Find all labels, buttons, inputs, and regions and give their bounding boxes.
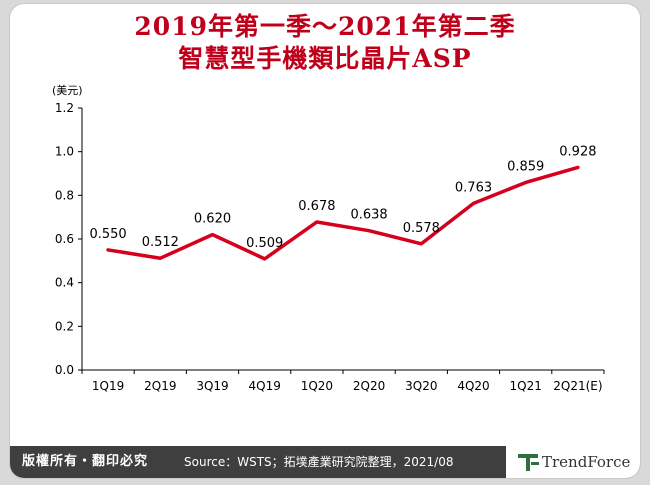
- source-text: Source：WSTS；拓墣產業研究院整理，2021/08: [184, 455, 454, 469]
- x-tick-label: 3Q20: [405, 379, 437, 393]
- y-tick-label: 0.8: [55, 188, 74, 202]
- data-label: 0.578: [403, 221, 440, 236]
- data-label: 0.550: [89, 227, 126, 242]
- data-label: 0.509: [246, 236, 283, 251]
- x-tick-label: 1Q19: [92, 379, 124, 393]
- data-label: 0.638: [350, 208, 387, 223]
- x-tick-label: 4Q20: [457, 379, 489, 393]
- data-point: [419, 242, 423, 246]
- y-tick-label: 1.2: [55, 101, 74, 115]
- chart-title-line2: 智慧型手機類比晶片ASP: [178, 44, 472, 73]
- data-label: 0.859: [507, 159, 544, 174]
- data-label: 0.763: [455, 180, 492, 195]
- brand-name: TrendForce: [542, 453, 631, 471]
- x-tick-label: 1Q21: [510, 379, 542, 393]
- y-tick-label: 0.0: [55, 363, 74, 377]
- x-tick-label: 3Q19: [196, 379, 228, 393]
- y-axis-label: (美元): [52, 84, 83, 97]
- brand-logo: TrendForce: [506, 446, 640, 478]
- data-point: [106, 248, 110, 252]
- y-tick-label: 0.2: [55, 319, 74, 333]
- data-point: [315, 220, 319, 224]
- data-labels-group: 0.550 0.512 0.620 0.509 0.678 0.638 0.578 0.763…: [89, 144, 596, 250]
- data-point: [158, 256, 162, 260]
- x-tick-label: 2Q21(E): [553, 379, 602, 393]
- series-line-group: [106, 165, 580, 261]
- data-label: 0.678: [298, 199, 335, 214]
- data-point: [524, 180, 528, 184]
- series-line: [106, 165, 580, 261]
- data-point: [263, 257, 267, 261]
- data-point: [211, 233, 214, 237]
- footer-bar: 版權所有・翻印必究 Source：WSTS；拓墣產業研究院整理，2021/08 …: [10, 446, 640, 478]
- data-label: 0.928: [559, 144, 596, 159]
- data-point: [576, 165, 580, 169]
- chart-title-line1: 2019年第一季～2021年第二季: [134, 12, 516, 41]
- copyright-text: 版權所有・翻印必究: [22, 454, 149, 469]
- trendforce-icon: [518, 454, 539, 471]
- line-chart: 0.0 0.2 0.4 0.6 0.8 1.0 1.2 (美元) 1Q19 2Q19 3Q19 4Q1…: [52, 84, 605, 393]
- chart-axes: 0.0 0.2 0.4 0.6 0.8 1.0 1.2 (美元) 1Q19 2Q19 3Q19 4Q1…: [52, 84, 605, 393]
- x-tick-label: 2Q20: [353, 379, 385, 393]
- y-tick-label: 0.6: [55, 232, 74, 246]
- x-tick-label: 1Q20: [301, 379, 333, 393]
- data-label: 0.512: [142, 235, 179, 250]
- data-point: [472, 201, 475, 205]
- y-tick-label: 1.0: [55, 145, 74, 159]
- x-tick-label: 2Q19: [144, 379, 176, 393]
- chart-frame: 2019年第一季～2021年第二季 智慧型手機類比晶片ASP 0.0 0.2 0.4…: [10, 4, 640, 478]
- data-point: [367, 229, 371, 233]
- x-tick-label: 4Q19: [249, 379, 281, 393]
- data-label: 0.620: [194, 212, 231, 227]
- y-tick-label: 0.4: [55, 276, 74, 290]
